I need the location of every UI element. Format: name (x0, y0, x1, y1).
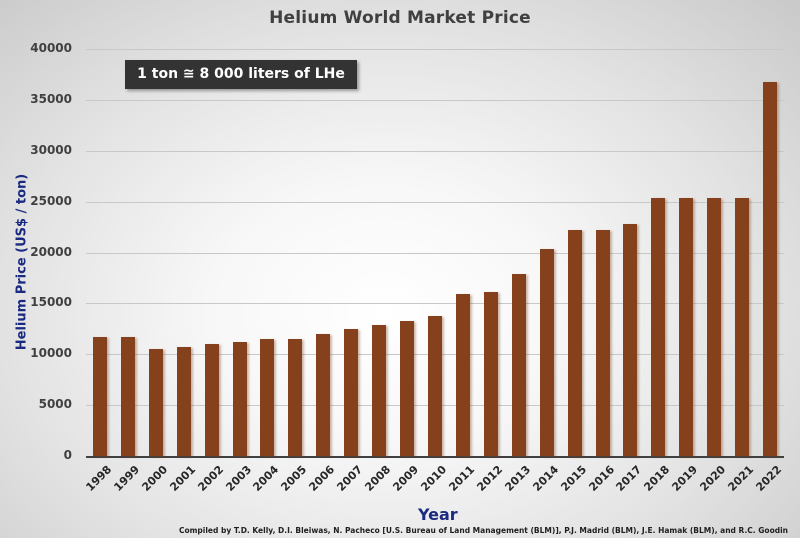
x-tick-label: 2019 (669, 462, 701, 494)
gridline (86, 253, 784, 254)
x-tick-label: 2021 (725, 462, 757, 494)
bar-2014 (540, 249, 554, 456)
y-tick-label: 25000 (30, 194, 72, 208)
x-tick-label: 2002 (194, 462, 226, 494)
bar-2001 (177, 347, 191, 456)
x-tick-label: 2004 (250, 462, 282, 494)
bar-2007 (344, 329, 358, 456)
bar-1998 (93, 337, 107, 456)
bar-2022 (763, 82, 777, 456)
bar-2015 (568, 230, 582, 456)
y-tick-label: 10000 (30, 346, 72, 360)
gridline (86, 303, 784, 304)
bar-2011 (456, 294, 470, 456)
x-tick-label: 2007 (334, 462, 366, 494)
bar-2006 (316, 334, 330, 456)
x-tick-label: 2014 (530, 462, 561, 494)
gridline (86, 151, 784, 152)
bar-2000 (149, 349, 163, 456)
y-tick-label: 20000 (30, 245, 72, 259)
bar-1999 (121, 337, 135, 456)
x-tick-label: 2016 (585, 462, 617, 494)
x-tick-label: 2011 (446, 462, 478, 494)
source-credit: Compiled by T.D. Kelly, D.I. Bleiwas, N.… (178, 526, 788, 535)
bar-2003 (233, 342, 247, 456)
bar-2017 (623, 224, 637, 456)
x-axis-label: Year (418, 505, 458, 524)
y-tick-label: 0 (63, 448, 72, 462)
x-axis-line (86, 456, 784, 458)
bar-2010 (428, 316, 442, 456)
x-tick-label: 1999 (111, 462, 143, 494)
x-tick-label: 2005 (278, 462, 310, 494)
x-tick-label: 1998 (83, 462, 115, 494)
bar-2019 (679, 198, 693, 456)
bar-2008 (372, 325, 386, 456)
x-tick-label: 2010 (418, 462, 450, 494)
y-tick-label: 15000 (30, 295, 72, 309)
x-tick-label: 2015 (557, 462, 589, 494)
bar-2013 (512, 274, 526, 456)
conversion-note: 1 ton ≅ 8 000 liters of LHe (125, 60, 357, 89)
x-tick-label: 2008 (362, 462, 394, 494)
bar-2018 (651, 198, 665, 456)
y-tick-label: 35000 (30, 92, 72, 106)
bar-2004 (260, 339, 274, 456)
x-tick-label: 2001 (167, 462, 198, 494)
x-tick-label: 2022 (753, 462, 785, 494)
y-tick-label: 40000 (30, 41, 72, 55)
bar-2005 (288, 339, 302, 456)
x-tick-label: 2006 (306, 462, 338, 494)
y-axis-label: Helium Price (US$ / ton) (14, 173, 30, 351)
y-tick-label: 5000 (38, 397, 72, 411)
x-tick-label: 2012 (474, 462, 506, 494)
bar-2021 (735, 198, 749, 456)
x-tick-label: 2017 (613, 462, 645, 494)
x-tick-label: 2000 (139, 462, 171, 494)
x-tick-label: 2009 (390, 462, 422, 494)
bar-2009 (400, 321, 414, 456)
bar-2016 (596, 230, 610, 456)
x-tick-label: 2003 (222, 462, 254, 494)
bar-2002 (205, 344, 219, 456)
x-tick-label: 2018 (641, 462, 673, 494)
gridline (86, 100, 784, 101)
y-tick-label: 30000 (30, 143, 72, 157)
x-tick-label: 2020 (697, 462, 729, 494)
bar-2012 (484, 292, 498, 456)
x-tick-label: 2013 (502, 462, 533, 494)
gridline (86, 202, 784, 203)
bar-2020 (707, 198, 721, 456)
chart-title: Helium World Market Price (269, 8, 531, 28)
gridline (86, 49, 784, 50)
